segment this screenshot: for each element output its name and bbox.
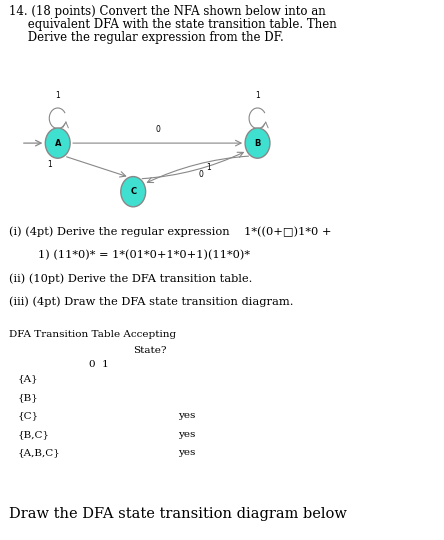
- Circle shape: [245, 128, 270, 158]
- Text: yes: yes: [178, 411, 195, 421]
- Text: Draw the DFA state transition diagram below: Draw the DFA state transition diagram be…: [9, 507, 347, 521]
- Text: DFA Transition Table Accepting: DFA Transition Table Accepting: [9, 330, 176, 340]
- Text: {C}: {C}: [18, 411, 39, 421]
- Text: equivalent DFA with the state transition table. Then: equivalent DFA with the state transition…: [9, 18, 337, 31]
- Text: State?: State?: [133, 346, 166, 355]
- Text: {B}: {B}: [18, 393, 39, 402]
- Text: 1: 1: [206, 163, 211, 172]
- Text: C: C: [130, 187, 136, 196]
- Text: (iii) (4pt) Draw the DFA state transition diagram.: (iii) (4pt) Draw the DFA state transitio…: [9, 296, 293, 307]
- Text: Derive the regular expression from the DF.: Derive the regular expression from the D…: [9, 31, 284, 44]
- Text: (i) (4pt) Derive the regular expression    1*((0+□)1*0 +: (i) (4pt) Derive the regular expression …: [9, 227, 331, 238]
- Circle shape: [45, 128, 70, 158]
- Text: yes: yes: [178, 430, 195, 439]
- Circle shape: [121, 177, 146, 207]
- Text: {A,B,C}: {A,B,C}: [18, 448, 60, 457]
- Text: A: A: [55, 139, 61, 147]
- Text: 1: 1: [255, 91, 260, 100]
- Text: 14. (18 points) Convert the NFA shown below into an: 14. (18 points) Convert the NFA shown be…: [9, 5, 325, 18]
- Text: 1) (11*0)* = 1*(01*0+1*0+1)(11*0)*: 1) (11*0)* = 1*(01*0+1*0+1)(11*0)*: [9, 250, 250, 260]
- Text: (ii) (10pt) Derive the DFA transition table.: (ii) (10pt) Derive the DFA transition ta…: [9, 273, 252, 284]
- Text: 0: 0: [155, 125, 160, 134]
- Text: B: B: [254, 139, 261, 147]
- Text: 0: 0: [199, 170, 204, 179]
- Text: yes: yes: [178, 448, 195, 457]
- Text: 0  1: 0 1: [89, 360, 108, 369]
- Text: 1: 1: [48, 160, 52, 169]
- Text: {B,C}: {B,C}: [18, 430, 50, 439]
- Text: {A}: {A}: [18, 375, 38, 384]
- Text: 1: 1: [56, 91, 60, 100]
